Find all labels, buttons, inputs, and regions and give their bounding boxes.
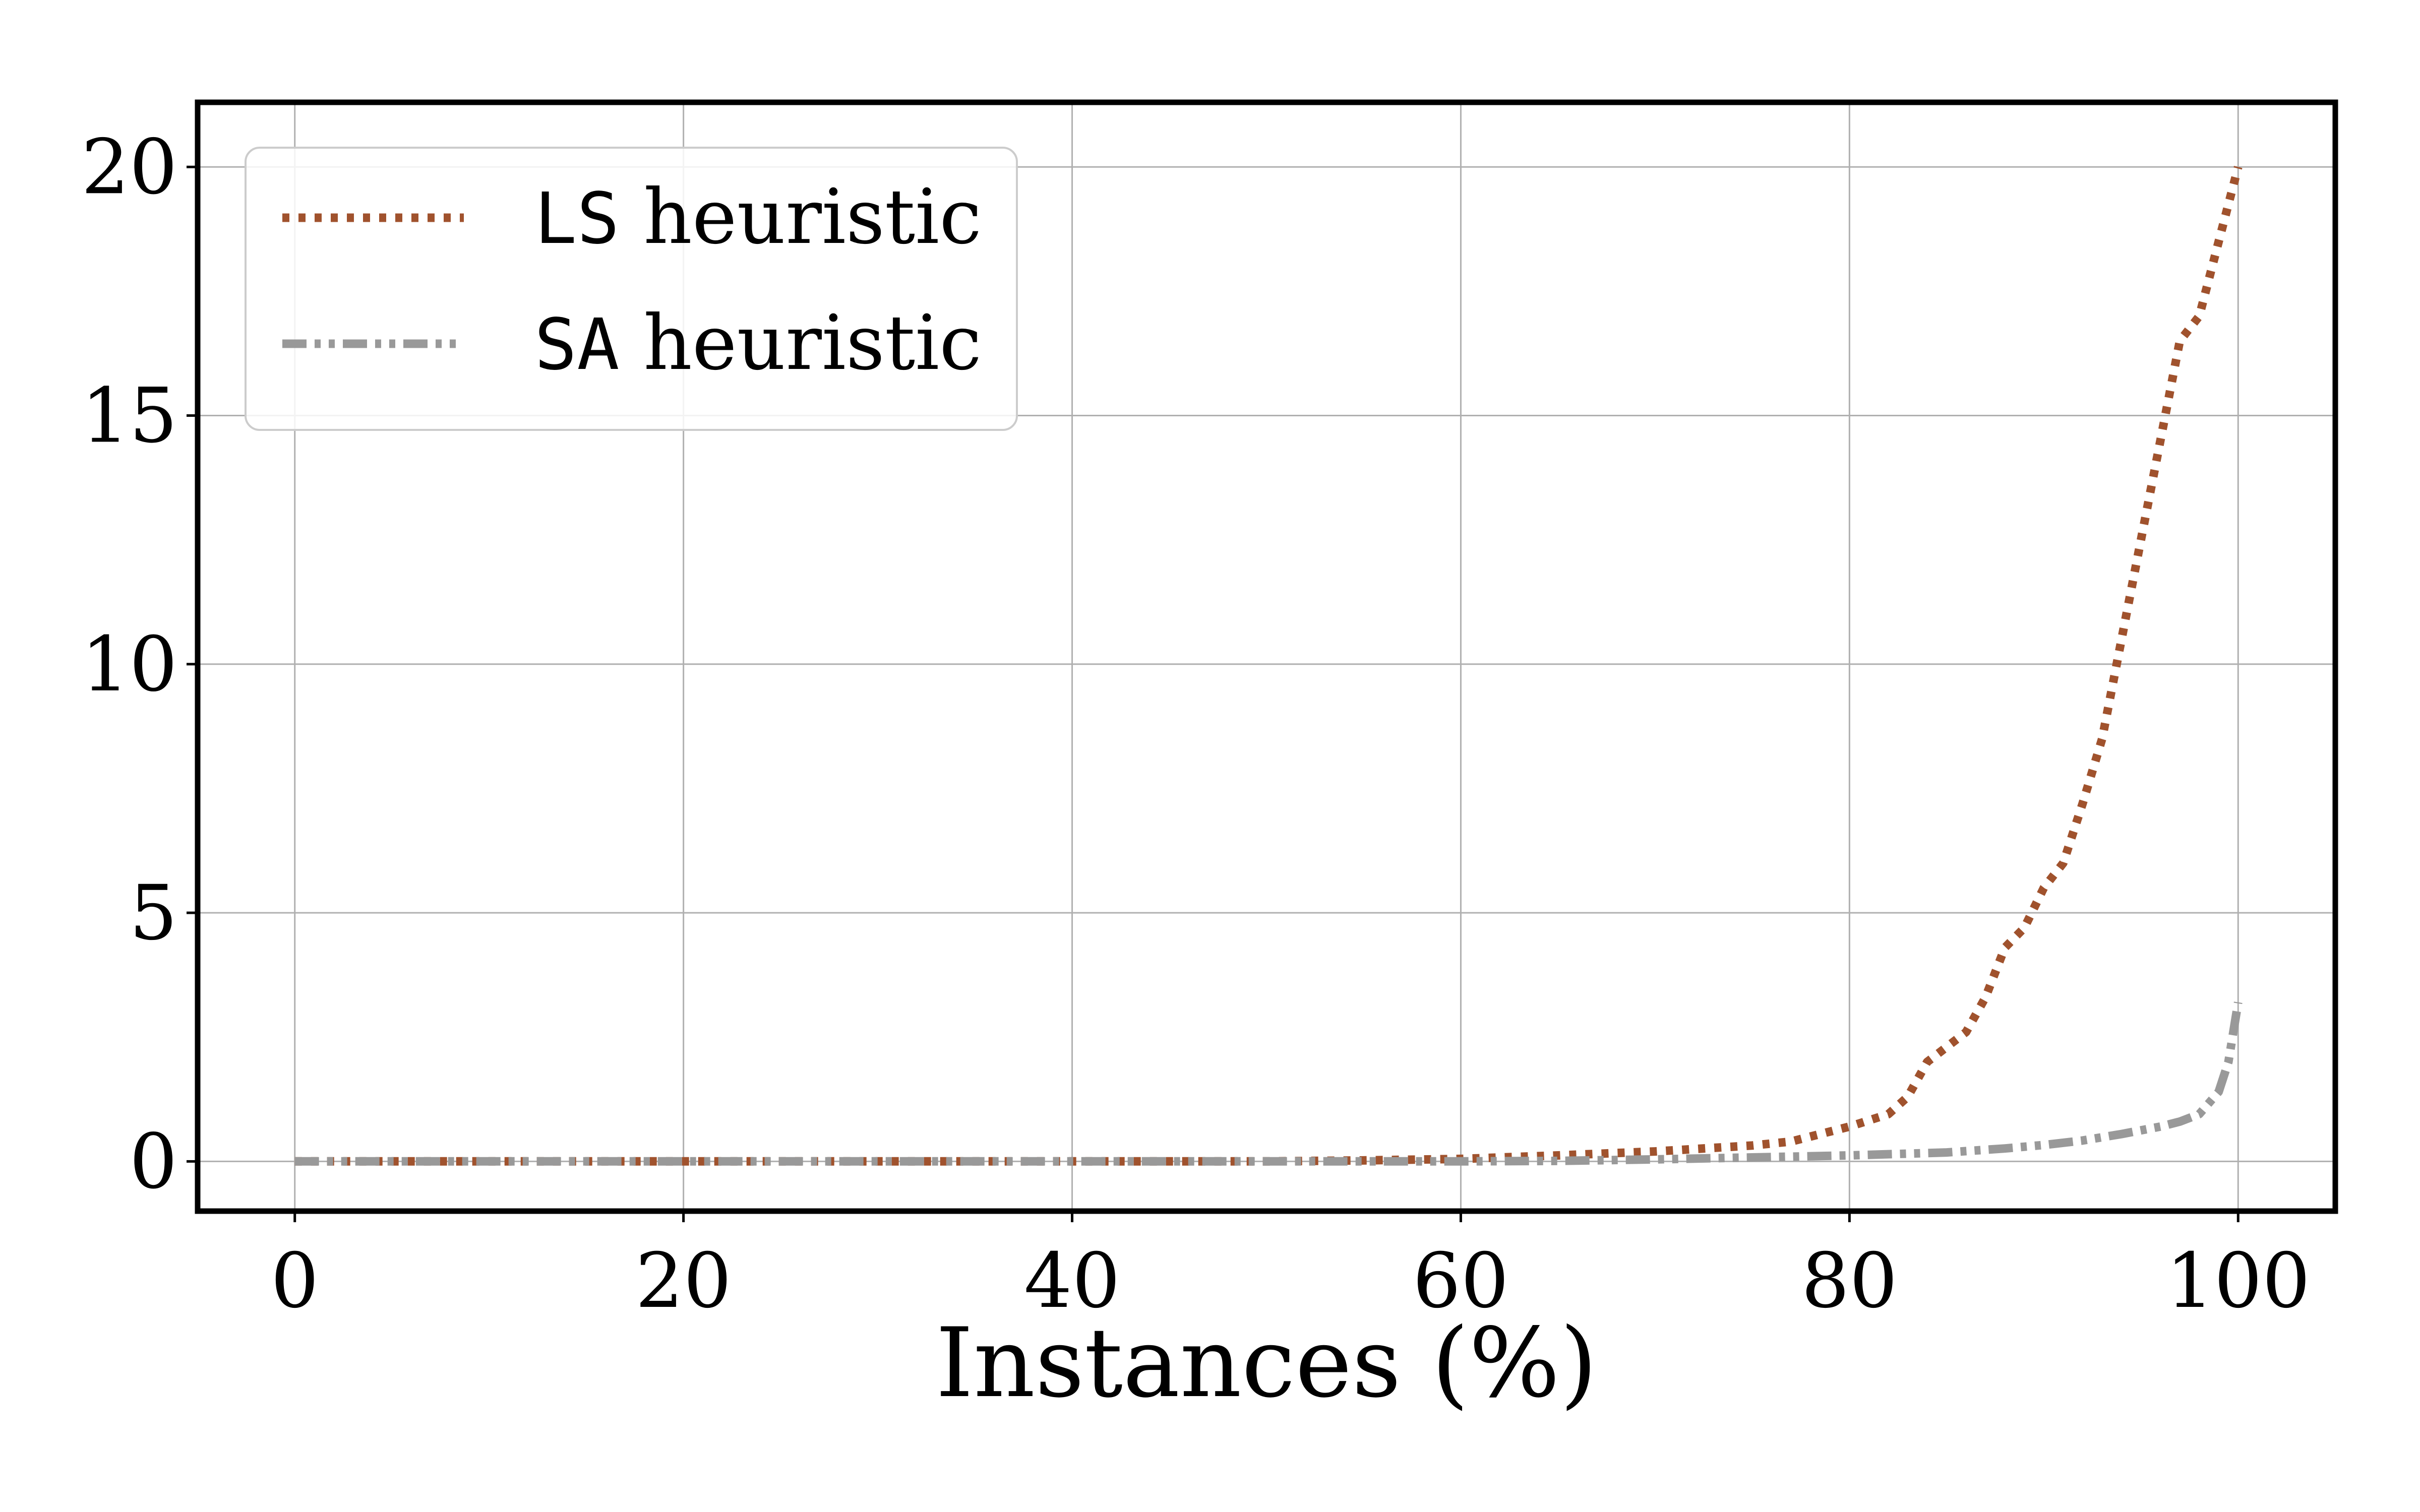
y-axis-ticks: 0 5 10 15 20 [81, 123, 198, 1206]
legend-box [245, 147, 1018, 431]
x-axis-ticks: 0 20 40 60 80 100 [271, 1211, 2310, 1325]
x-tick-label: 80 [1801, 1237, 1898, 1325]
series-layer [294, 166, 2243, 1166]
y-tick-label: 0 [130, 1118, 177, 1206]
y-tick-label: 10 [81, 621, 177, 709]
x-tick-label: 60 [1413, 1237, 1509, 1325]
x-tick-label: 0 [271, 1237, 319, 1325]
series-line-sa [294, 1001, 2243, 1166]
x-tick-label: 100 [2166, 1237, 2310, 1325]
legend-label-ls: LS heuristic [534, 173, 982, 261]
y-tick-label: 5 [130, 869, 177, 957]
y-tick-label: 15 [81, 372, 177, 460]
x-axis-title: Instances (%) [936, 1307, 1597, 1419]
plot-frame [195, 99, 2338, 1214]
legend: LS heuristic SA heuristic [245, 147, 1018, 431]
x-tick-label: 40 [1024, 1237, 1120, 1325]
legend-label-sa: SA heuristic [534, 299, 982, 387]
y-tick-label: 20 [81, 123, 177, 211]
x-tick-label: 20 [635, 1237, 732, 1325]
